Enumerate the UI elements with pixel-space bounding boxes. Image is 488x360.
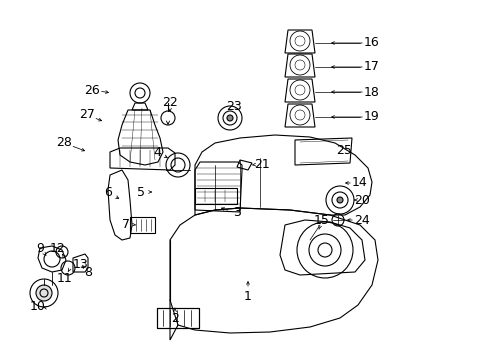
Text: 11: 11 (57, 271, 73, 284)
Text: 15: 15 (313, 213, 329, 226)
Text: 2: 2 (171, 311, 179, 324)
Circle shape (336, 197, 342, 203)
Text: 24: 24 (353, 213, 369, 226)
Text: 3: 3 (233, 207, 241, 220)
Text: 13: 13 (73, 258, 89, 271)
Text: 7: 7 (122, 217, 130, 230)
Text: 9: 9 (36, 242, 44, 255)
Text: 21: 21 (254, 158, 269, 171)
Circle shape (36, 285, 52, 301)
Bar (157, 308, 199, 328)
Text: 10: 10 (30, 300, 46, 312)
Text: 14: 14 (351, 176, 367, 189)
Text: 19: 19 (364, 111, 379, 123)
Bar (157, 308, 199, 328)
Text: 5: 5 (137, 185, 145, 198)
Text: 1: 1 (244, 289, 251, 302)
Text: 26: 26 (84, 84, 100, 96)
Text: 8: 8 (84, 266, 92, 279)
Text: 16: 16 (364, 36, 379, 49)
Bar (130, 217, 155, 233)
Text: 12: 12 (50, 243, 66, 256)
Text: 18: 18 (364, 85, 379, 99)
Circle shape (226, 115, 232, 121)
Bar (195, 188, 237, 204)
Text: 4: 4 (153, 145, 161, 158)
Text: 27: 27 (79, 108, 95, 122)
Text: 22: 22 (162, 96, 178, 109)
Text: 20: 20 (353, 194, 369, 207)
Text: 23: 23 (225, 99, 242, 112)
Text: 25: 25 (335, 144, 351, 158)
Text: 6: 6 (104, 186, 112, 199)
Text: 28: 28 (56, 136, 72, 149)
Text: 17: 17 (364, 60, 379, 73)
